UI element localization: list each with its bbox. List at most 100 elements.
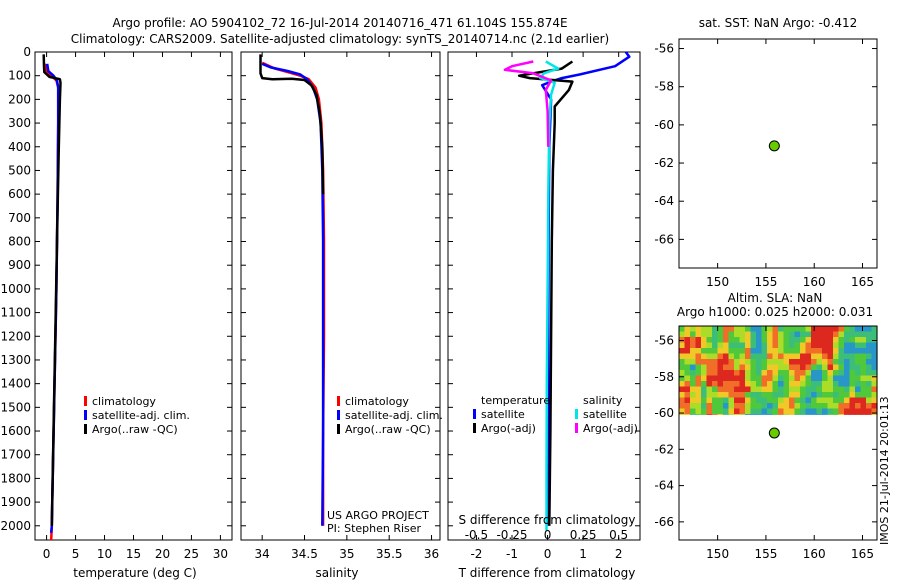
sla-cell [805,392,812,399]
sla-cell [695,408,702,415]
sla-cell [706,408,713,415]
sla-cell [695,397,702,404]
sla-cell [789,326,796,333]
sla-cell [739,342,746,349]
sla-cell [684,337,691,344]
sla-cell [756,348,763,355]
sla-cell [866,386,873,393]
sla-cell [816,370,823,377]
sla-cell [822,326,829,333]
sla-cell [800,359,807,366]
sla-cell [816,342,823,349]
argo-position-marker [768,140,780,152]
sla-cell [701,381,708,388]
sla-cell [800,348,807,355]
sla-cell [844,342,851,349]
sla-cell [761,348,768,355]
sla-cell [712,331,719,338]
x-tick-label: 35 [339,547,354,561]
sla-cell [761,397,768,404]
sla-cell [756,370,763,377]
sla-cell [794,337,801,344]
sla-cell [794,403,801,410]
sla-cell [871,370,878,377]
sla-cell [761,359,768,366]
sla-cell [827,397,834,404]
salinity-diff-tick-label: -0.5 [465,528,488,542]
sla-cell [811,359,818,366]
sla-cell [739,370,746,377]
sla-cell [684,364,691,371]
sla-cell [816,326,823,333]
sla-cell [789,348,796,355]
sla-cell [734,326,741,333]
sla-cell [778,370,785,377]
sla-cell [789,375,796,382]
sla-cell [695,353,702,360]
sla-cell [739,359,746,366]
sla-cell [838,414,845,415]
sla-cell [783,364,790,371]
sla-cell [695,359,702,366]
sla-cell [833,403,840,410]
y-tick-label: 1100 [0,306,31,320]
sla-cell [679,364,686,371]
sla-cell [855,359,862,366]
sla-cell [690,408,697,415]
sla-cell [800,326,807,333]
y-tick-label: -62 [654,442,674,456]
sla-cell [772,348,779,355]
sla-cell [706,359,713,366]
imos-side-label: IMOS 21-Jul-2014 20:01:13 [878,396,891,545]
sla-cell [695,403,702,410]
sla-cell [855,408,862,415]
sla-cell [838,331,845,338]
legend-swatch [84,424,87,434]
sla-cell [717,359,724,366]
sal-xlabel: salinity [315,566,358,580]
sla-cell [712,326,719,333]
y-tick-label: 600 [8,187,31,201]
sla-cell [871,326,878,333]
sla-cell [783,348,790,355]
sla-cell [860,342,867,349]
sla-cell [783,331,790,338]
sla-cell [690,364,697,371]
sla-cell [871,392,878,399]
sla-cell [750,359,757,366]
sla-cell [767,337,774,344]
sla-cell [871,359,878,366]
sla-cell [783,386,790,393]
sla-cell [728,326,735,333]
sla-cell [728,375,735,382]
sla-cell [816,386,823,393]
sla-cell [860,375,867,382]
sla-cell [822,342,829,349]
sla-cell [767,386,774,393]
sla-cell [860,403,867,410]
sla-cell [756,392,763,399]
sla-cell [822,331,829,338]
sla-cell [756,342,763,349]
sla-cell [811,353,818,360]
sla-cell [690,392,697,399]
sla-cell [745,348,752,355]
sla-cell [717,353,724,360]
sla-cell [794,386,801,393]
sla-cell [756,403,763,410]
sla-cell [706,326,713,333]
sla-cell [723,337,730,344]
sla-cell [739,348,746,355]
sla-cell [772,403,779,410]
y-tick-label: -64 [654,194,674,208]
sla-cell [723,359,730,366]
sla-cell [695,331,702,338]
sla-cell [849,326,856,333]
sla-cell [855,392,862,399]
sla-cell [783,337,790,344]
map-frame [678,325,878,541]
sla-cell [723,397,730,404]
sla-cell [800,414,807,415]
sla-cell [805,386,812,393]
sla-cell [833,359,840,366]
